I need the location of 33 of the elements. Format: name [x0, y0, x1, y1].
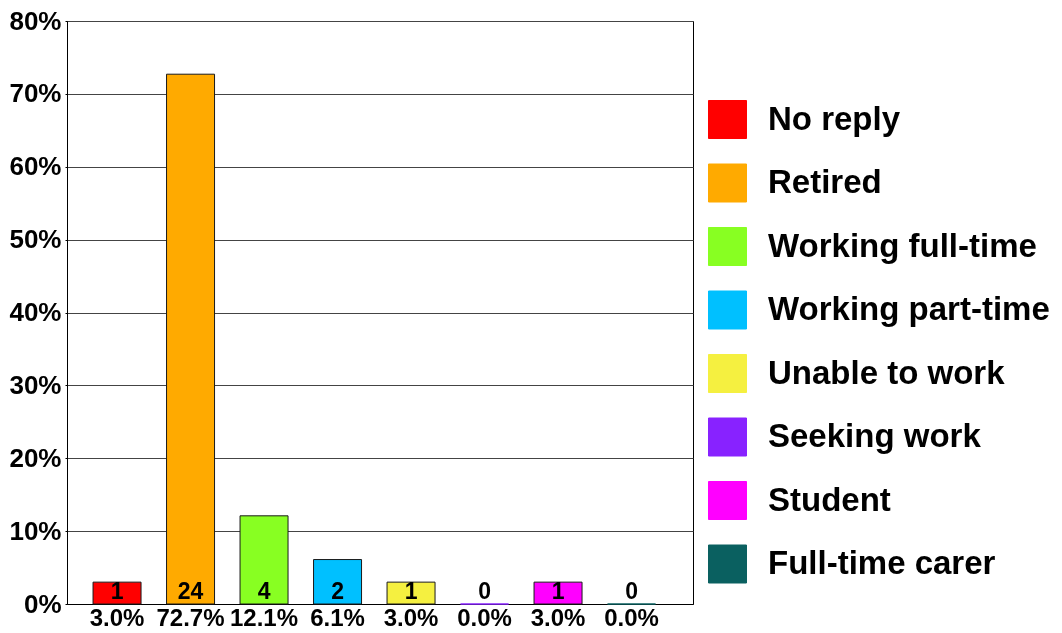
y-tick-label: 10% — [9, 515, 62, 546]
y-tick-label: 0% — [23, 588, 62, 619]
legend-label: Seeking work — [768, 417, 982, 454]
legend-label: Retired — [768, 163, 882, 200]
data-label: 72.7% — [156, 604, 225, 631]
y-tick-label: 80% — [9, 5, 62, 36]
y-tick-label: 40% — [9, 297, 62, 327]
annotation: 4 — [257, 578, 271, 604]
annotation: 2 — [331, 578, 344, 604]
data-label: 12.1% — [230, 604, 299, 631]
annotation: 1 — [551, 578, 565, 604]
data-label: 6.1% — [310, 604, 365, 631]
y-tick-label: 60% — [9, 151, 62, 182]
annotation: 0 — [478, 578, 491, 604]
legend-label: Student — [768, 480, 891, 518]
annotation: 0 — [625, 578, 638, 604]
annotation: 1 — [110, 578, 124, 604]
data-label: 0.0% — [457, 604, 512, 631]
data-label: 0.0% — [604, 604, 659, 631]
annotation: 24 — [177, 578, 204, 604]
legend-label: Working part-time — [768, 290, 1050, 327]
annotation: 1 — [404, 578, 418, 604]
legend-label: Working full-time — [768, 226, 1037, 264]
legend-label: No reply — [768, 99, 901, 137]
y-tick-label: 20% — [9, 442, 62, 473]
data-label: 3.0% — [530, 604, 586, 631]
legend-label: Full-time carer — [768, 544, 996, 581]
y-tick-label: 30% — [9, 369, 62, 400]
data-label: 3.0% — [383, 604, 439, 631]
data-label: 3.0% — [89, 604, 145, 631]
y-tick-label: 70% — [9, 78, 62, 109]
y-tick-label: 50% — [9, 224, 62, 255]
legend-label: Unable to work — [768, 353, 1006, 391]
